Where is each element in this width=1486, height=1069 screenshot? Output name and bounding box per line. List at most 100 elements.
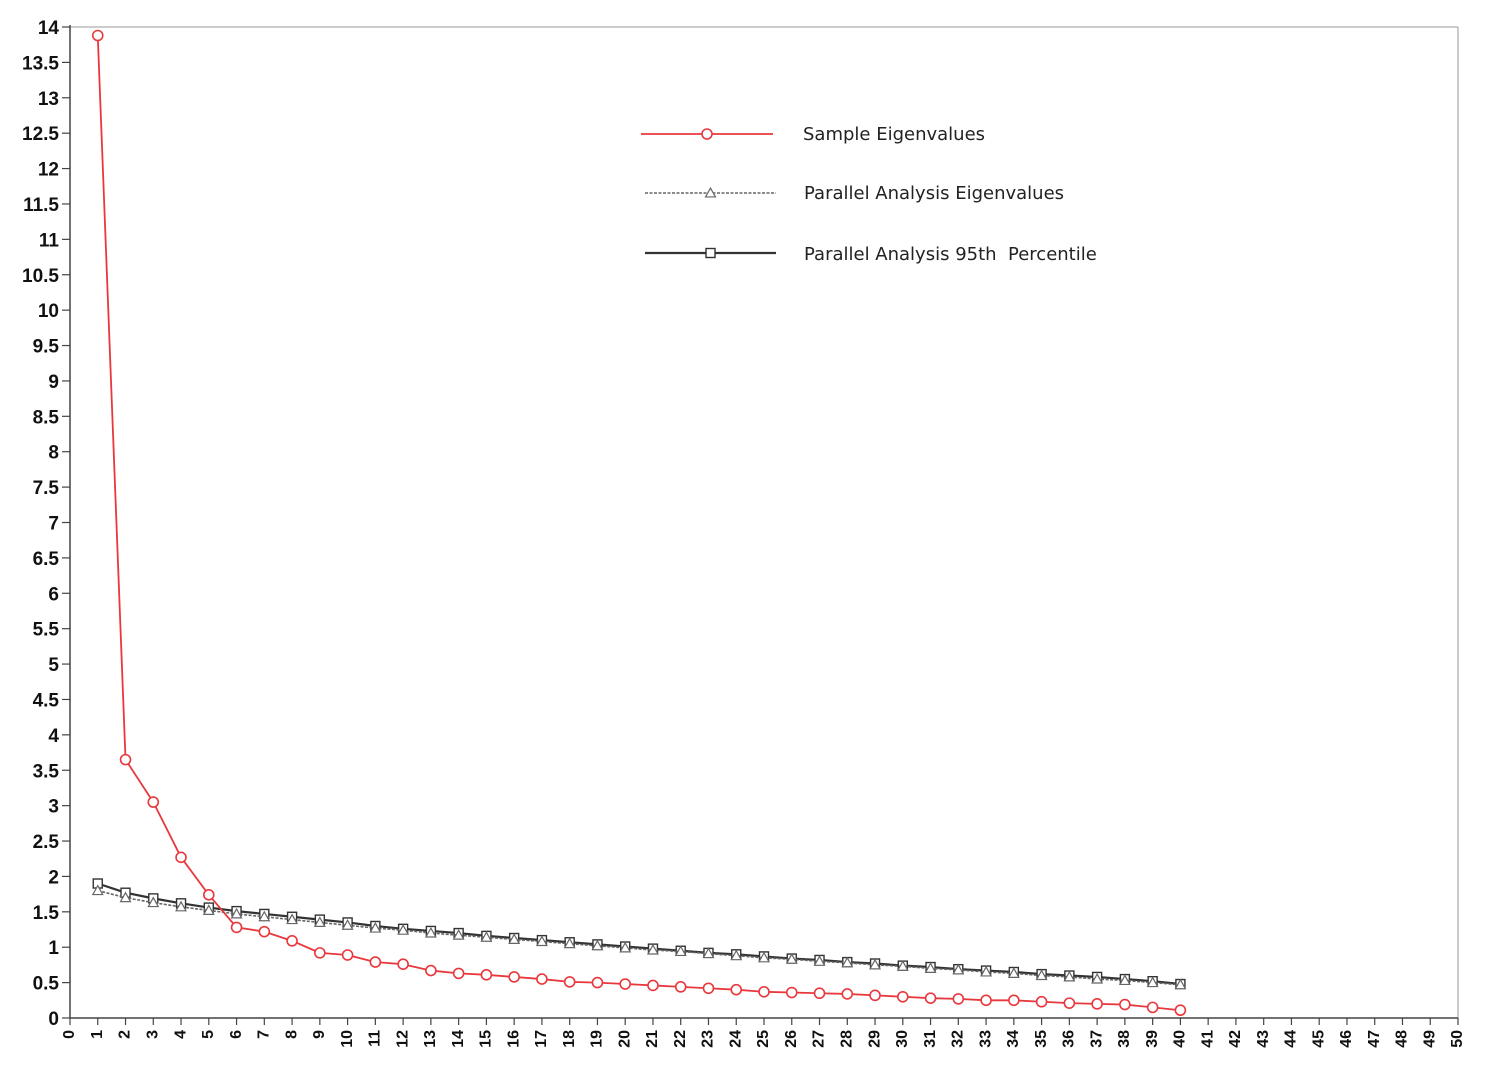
data-point-parallel-analysis-eigenvalues — [1035, 969, 1048, 981]
legend-entry-parallel-analysis-95th-percentile: Parallel Analysis 95th Percentile — [645, 244, 1097, 265]
x-tick-label: 11 — [367, 1030, 384, 1047]
y-tick-label: 1.5 — [33, 903, 60, 924]
data-point-parallel-analysis-eigenvalues — [258, 910, 271, 922]
data-point-sample-eigenvalues — [203, 889, 215, 901]
data-point-sample-eigenvalues — [591, 976, 604, 989]
data-point-sample-eigenvalues — [619, 978, 632, 990]
data-point-parallel-analysis-eigenvalues — [175, 900, 188, 912]
x-tick-label: 5 — [200, 1030, 217, 1039]
legend-marker-parallel-analysis-95th-percentile — [705, 247, 716, 259]
x-tick-label: 8 — [283, 1030, 300, 1039]
x-tick-label: 3 — [144, 1030, 161, 1039]
data-point-sample-eigenvalues — [258, 925, 271, 938]
data-point-sample-eigenvalues — [647, 979, 659, 992]
x-tick-label: 25 — [755, 1030, 772, 1048]
y-tick-label: 0.5 — [33, 974, 60, 995]
x-tick-label: 37 — [1088, 1030, 1105, 1048]
x-tick-label: 32 — [950, 1030, 967, 1048]
x-tick-label: 33 — [977, 1030, 994, 1048]
data-point-parallel-analysis-eigenvalues — [1118, 974, 1131, 986]
series-line-parallel-analysis-95th-percentile — [97, 882, 1181, 986]
data-point-sample-eigenvalues — [1119, 998, 1131, 1011]
legend-label-parallel-analysis-eigenvalues: Parallel Analysis Eigenvalues — [804, 183, 1064, 204]
data-point-sample-eigenvalues — [841, 988, 854, 1000]
y-tick-label: 2 — [48, 867, 59, 888]
series-parallel-analysis-eigenvalues — [91, 884, 1187, 990]
data-point-sample-eigenvalues — [896, 990, 909, 1003]
data-point-sample-eigenvalues — [1063, 997, 1076, 1009]
y-tick-label: 3.5 — [33, 761, 60, 782]
x-tick-label: 9 — [311, 1030, 328, 1039]
x-tick-label: 49 — [1421, 1030, 1438, 1048]
data-point-parallel-analysis-eigenvalues — [1174, 978, 1187, 990]
data-point-parallel-analysis-eigenvalues — [730, 949, 743, 961]
data-point-sample-eigenvalues — [1008, 994, 1020, 1007]
x-tick-label: 12 — [394, 1030, 411, 1048]
data-point-sample-eigenvalues — [425, 964, 437, 977]
y-tick-label: 4 — [48, 726, 59, 747]
data-point-parallel-analysis-eigenvalues — [924, 962, 937, 974]
y-tick-label: 12.5 — [22, 124, 59, 145]
x-tick-label: 48 — [1394, 1030, 1411, 1048]
y-tick-label: 6.5 — [33, 549, 60, 570]
data-point-sample-eigenvalues — [785, 986, 798, 999]
data-point-parallel-analysis-eigenvalues — [313, 916, 326, 927]
series-sample-eigenvalues — [91, 29, 1187, 1017]
data-point-sample-eigenvalues — [674, 981, 687, 993]
data-point-parallel-analysis-eigenvalues — [230, 907, 243, 919]
x-tick-label: 35 — [1033, 1030, 1050, 1048]
data-point-parallel-analysis-eigenvalues — [980, 965, 993, 977]
x-tick-label: 15 — [478, 1030, 495, 1048]
x-tick-label: 6 — [228, 1030, 245, 1039]
data-point-parallel-analysis-eigenvalues — [1146, 976, 1159, 988]
x-tick-label: 50 — [1449, 1030, 1466, 1048]
y-tick-label: 6 — [48, 584, 59, 605]
data-point-parallel-analysis-eigenvalues — [813, 955, 826, 966]
x-tick-label: 19 — [589, 1030, 606, 1048]
data-point-parallel-analysis-eigenvalues — [1091, 972, 1104, 984]
data-point-parallel-analysis-eigenvalues — [1007, 967, 1020, 978]
data-point-sample-eigenvalues — [536, 973, 548, 985]
data-point-sample-eigenvalues — [758, 986, 770, 998]
data-point-parallel-analysis-eigenvalues — [535, 935, 548, 947]
data-point-sample-eigenvalues — [230, 921, 243, 934]
data-point-sample-eigenvalues — [952, 993, 965, 1005]
data-point-sample-eigenvalues — [314, 947, 326, 959]
legend-entry-sample-eigenvalues: Sample Eigenvalues — [641, 124, 985, 145]
x-tick-label: 24 — [727, 1030, 744, 1048]
y-tick-label: 9.5 — [33, 337, 60, 358]
data-point-sample-eigenvalues — [341, 949, 354, 961]
legend-label-parallel-analysis-95th-percentile: Parallel Analysis 95th Percentile — [804, 244, 1097, 265]
y-tick-label: 11 — [39, 230, 60, 251]
y-tick-label: 13.5 — [22, 53, 59, 74]
legend-marker-sample-eigenvalues — [701, 128, 713, 140]
series-layer — [91, 29, 1187, 1017]
data-point-parallel-analysis-eigenvalues — [869, 958, 882, 970]
data-point-parallel-analysis-eigenvalues — [591, 939, 604, 951]
data-point-sample-eigenvalues — [452, 967, 465, 980]
data-point-sample-eigenvalues — [508, 971, 520, 983]
x-tick-label: 36 — [1061, 1030, 1078, 1048]
data-point-sample-eigenvalues — [175, 851, 187, 864]
y-tick-label: 13 — [38, 89, 59, 110]
x-tick-label: 39 — [1144, 1030, 1161, 1048]
data-point-sample-eigenvalues — [1035, 995, 1048, 1008]
x-tick-label: 29 — [866, 1030, 883, 1048]
data-point-sample-eigenvalues — [119, 753, 132, 766]
data-point-parallel-analysis-eigenvalues — [480, 931, 493, 942]
y-tick-label: 1 — [48, 938, 59, 959]
x-tick-label: 40 — [1172, 1030, 1189, 1048]
data-point-parallel-analysis-eigenvalues — [952, 963, 965, 975]
data-point-sample-eigenvalues — [813, 987, 826, 1000]
x-tick-label: 21 — [644, 1030, 661, 1048]
x-tick-label: 23 — [700, 1030, 717, 1048]
x-axis: 0 1 2 3 4 5 6 7 8 9 10 11 12 13 14 15 16 17 18 19 20 21 22 23 24… — [61, 1017, 1466, 1048]
y-tick-label: 5 — [48, 655, 59, 676]
x-tick-label: 2 — [117, 1030, 134, 1039]
y-tick-label: 5.5 — [33, 620, 60, 641]
y-axis: 00.511.522.533.544.555.566.577.588.599.5… — [22, 18, 71, 1030]
series-line-sample-eigenvalues — [96, 35, 1181, 1012]
data-point-parallel-analysis-eigenvalues — [563, 937, 576, 949]
x-tick-label: 45 — [1310, 1030, 1327, 1048]
